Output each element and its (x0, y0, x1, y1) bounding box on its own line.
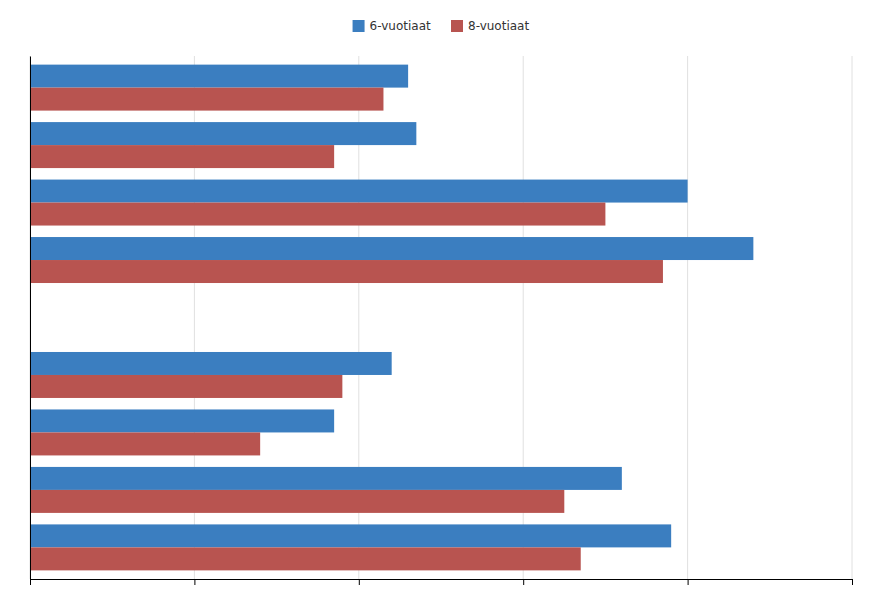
legend-item: 6-vuotiaat (353, 19, 431, 33)
plot (30, 56, 853, 585)
legend-item: 8-vuotiaat (451, 19, 529, 33)
grid (30, 56, 852, 579)
tick (194, 579, 195, 585)
bars (30, 65, 753, 571)
tick-mark (688, 579, 689, 585)
tick-mark (523, 579, 524, 585)
grid-line (687, 56, 688, 579)
tick-mark (852, 579, 853, 585)
legend-swatch (451, 20, 463, 32)
legend-swatch (353, 20, 365, 32)
tick-mark (194, 579, 195, 585)
bar (30, 180, 688, 203)
bar (30, 524, 671, 547)
legend-label: 6-vuotiaat (370, 19, 431, 33)
legend: 6-vuotiaat 8-vuotiaat (353, 19, 530, 33)
bar (30, 432, 260, 455)
tick (523, 579, 524, 585)
bar (30, 260, 663, 283)
chart: 6-vuotiaat 8-vuotiaat (0, 0, 882, 611)
tick-mark (30, 579, 31, 585)
bar (30, 203, 605, 226)
grid-line (852, 56, 853, 579)
bar (30, 467, 622, 490)
series (30, 88, 663, 571)
bar (30, 547, 581, 570)
bar (30, 145, 334, 168)
bar (30, 88, 383, 111)
bar (30, 352, 392, 375)
series (30, 65, 753, 548)
x-axis (31, 579, 853, 585)
bar (30, 375, 342, 398)
bar (30, 409, 334, 432)
bar (30, 65, 408, 88)
bar (30, 490, 564, 513)
tick (359, 579, 360, 585)
tick (30, 579, 31, 585)
bar (30, 122, 416, 145)
tick (852, 579, 853, 585)
legend-label: 8-vuotiaat (468, 19, 529, 33)
tick-mark (359, 579, 360, 585)
grid-line (30, 56, 31, 579)
bar (30, 237, 753, 260)
tick (688, 579, 689, 585)
axis-line (30, 57, 31, 580)
axis-line (31, 580, 853, 586)
y-axis (30, 57, 32, 580)
